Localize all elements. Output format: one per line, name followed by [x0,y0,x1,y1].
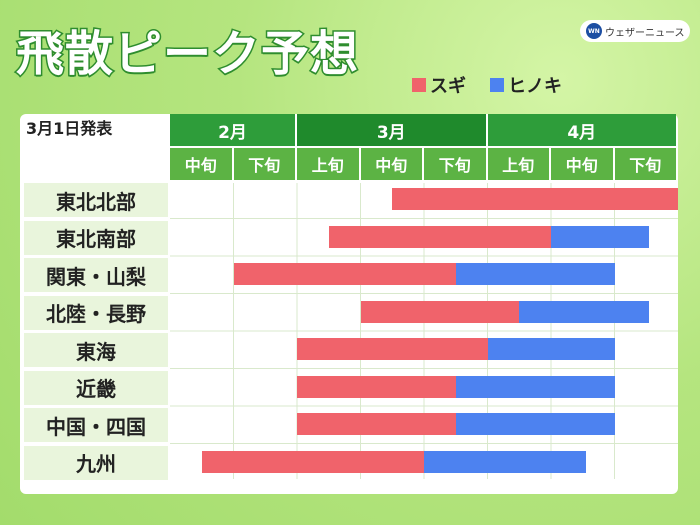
brand-mark-icon: WN [586,23,602,39]
dekad-header: 上旬 [487,148,549,180]
bar-hinoki [519,300,650,323]
dekad-header: 中旬 [170,148,232,180]
page-title: 飛散ピーク予想 [14,26,360,82]
bar-sugi [233,263,456,285]
bar-hinoki [455,263,615,285]
dekad-header: 下旬 [233,148,295,180]
dekad-header: 下旬 [424,148,486,180]
region-label: 東北南部 [24,220,168,255]
brand-logo: WN ウェザーニュース [580,20,690,42]
legend-label-hinoki: ヒノキ [508,76,562,97]
bar-hinoki [455,413,615,435]
bar-hinoki [551,225,650,248]
legend-item-hinoki: ヒノキ [490,72,562,98]
announce-date: 3月1日発表 [26,119,113,138]
region-label: 中国・四国 [24,408,168,442]
region-label: 九州 [24,445,168,480]
bar-sugi [297,375,456,398]
legend-label-sugi: スギ [430,76,466,97]
bar-sugi [392,188,678,210]
bar-hinoki [455,375,615,398]
month-header: 2月 [170,114,295,146]
brand-name: ウェザーニュース [605,27,685,39]
dekad-header: 上旬 [297,148,359,180]
month-header: 4月 [487,114,676,146]
dekad-header: 中旬 [360,148,422,180]
region-label: 東海 [24,333,168,367]
region-label: 東北北部 [24,183,168,217]
legend-swatch-sugi [412,78,426,92]
bar-sugi [360,300,520,323]
bar-hinoki [424,450,586,473]
region-label: 関東・山梨 [24,258,168,292]
bar-sugi [201,450,424,473]
bar-sugi [297,413,456,435]
region-label: 近畿 [24,370,168,405]
region-label: 北陸・長野 [24,295,168,330]
legend-item-sugi: スギ [412,72,466,98]
dekad-header: 下旬 [614,148,676,180]
bar-sugi [328,225,551,248]
month-header: 3月 [297,114,486,146]
bar-hinoki [487,338,615,360]
bar-sugi [297,338,488,360]
legend-swatch-hinoki [490,78,504,92]
dekad-header: 中旬 [551,148,613,180]
